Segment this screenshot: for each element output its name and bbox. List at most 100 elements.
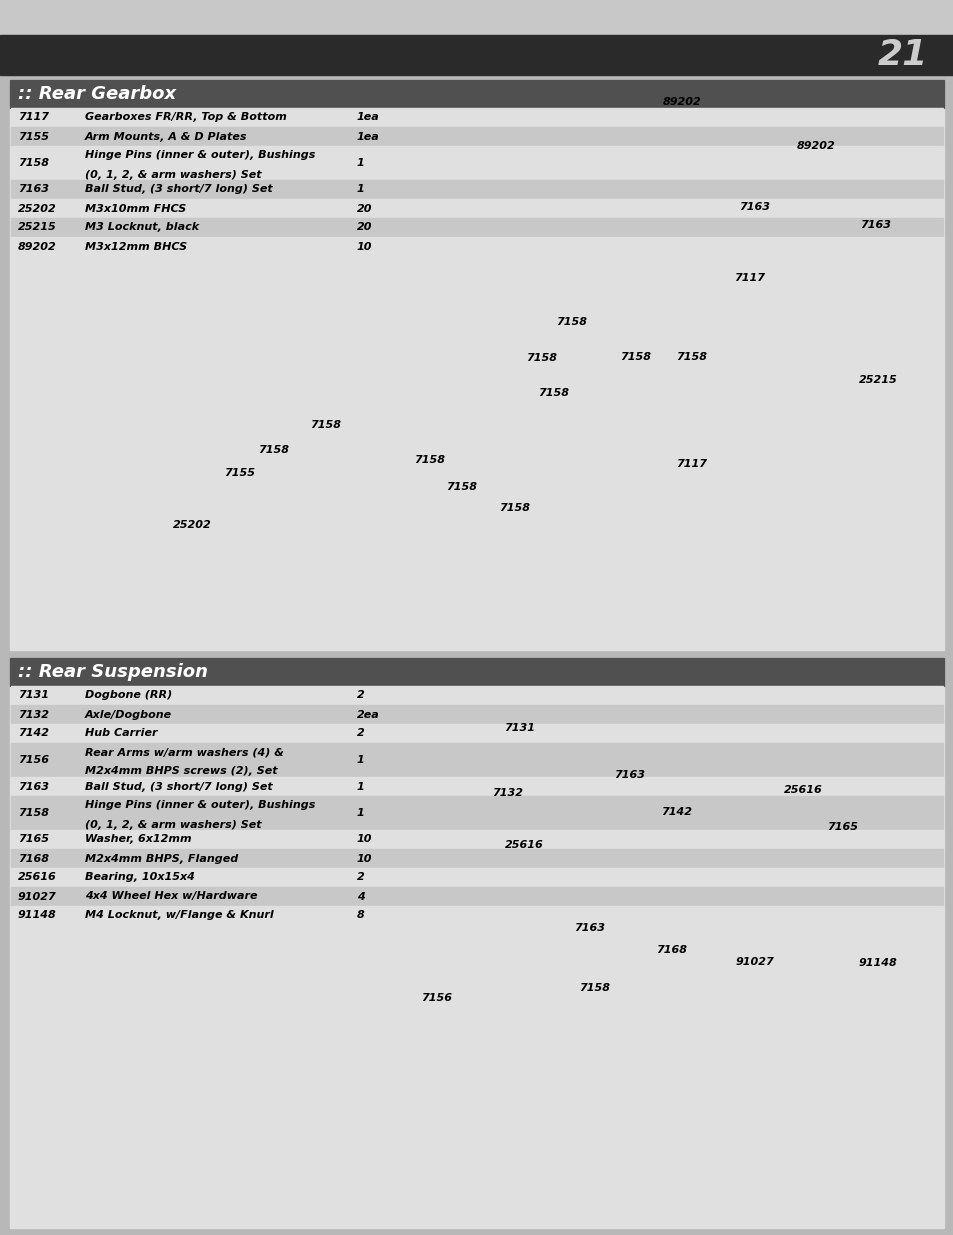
Text: Ball Stud, (3 short/7 long) Set: Ball Stud, (3 short/7 long) Set <box>85 184 273 194</box>
Text: 7158: 7158 <box>18 808 49 818</box>
Text: 7158: 7158 <box>676 352 707 362</box>
Text: Washer, 6x12mm: Washer, 6x12mm <box>85 835 192 845</box>
Bar <box>11 743 942 777</box>
Bar <box>11 777 942 797</box>
Bar <box>11 127 942 146</box>
Bar <box>11 830 942 848</box>
Text: 7163: 7163 <box>18 782 49 792</box>
Bar <box>10 658 943 685</box>
Text: 25202: 25202 <box>172 520 212 530</box>
Text: 1: 1 <box>356 808 364 818</box>
Bar <box>11 868 942 887</box>
Text: Axle/Dogbone: Axle/Dogbone <box>85 709 172 720</box>
Text: M2x4mm BHPS screws (2), Set: M2x4mm BHPS screws (2), Set <box>85 767 277 777</box>
Text: 7168: 7168 <box>656 945 687 955</box>
Text: 7158: 7158 <box>499 503 530 513</box>
Text: 91148: 91148 <box>858 958 897 968</box>
Text: M2x4mm BHPS, Flanged: M2x4mm BHPS, Flanged <box>85 853 238 863</box>
Text: 7156: 7156 <box>421 993 452 1003</box>
Text: 91148: 91148 <box>18 910 56 920</box>
Text: 1: 1 <box>356 755 364 764</box>
Bar <box>11 705 942 724</box>
Text: 7163: 7163 <box>574 923 605 932</box>
Text: Ball Stud, (3 short/7 long) Set: Ball Stud, (3 short/7 long) Set <box>85 782 273 792</box>
Text: 7132: 7132 <box>18 709 49 720</box>
Text: 20: 20 <box>356 222 372 232</box>
Text: 89202: 89202 <box>662 98 700 107</box>
Text: 2: 2 <box>356 690 364 700</box>
Text: :: Rear Suspension: :: Rear Suspension <box>18 663 208 680</box>
Text: Hinge Pins (inner & outer), Bushings: Hinge Pins (inner & outer), Bushings <box>85 800 315 810</box>
Bar <box>11 887 942 906</box>
Text: 7142: 7142 <box>660 806 692 818</box>
Text: 7156: 7156 <box>18 755 49 764</box>
Text: 7155: 7155 <box>18 131 49 142</box>
Text: Hinge Pins (inner & outer), Bushings: Hinge Pins (inner & outer), Bushings <box>85 151 315 161</box>
Text: 25202: 25202 <box>18 204 56 214</box>
Text: 4x4 Wheel Hex w/Hardware: 4x4 Wheel Hex w/Hardware <box>85 892 257 902</box>
Text: 25616: 25616 <box>18 872 56 883</box>
Text: 1ea: 1ea <box>356 131 379 142</box>
Text: 10: 10 <box>356 835 372 845</box>
Bar <box>11 685 942 705</box>
Text: Gearboxes FR/RR, Top & Bottom: Gearboxes FR/RR, Top & Bottom <box>85 112 287 122</box>
Text: 25616: 25616 <box>504 840 543 850</box>
Text: 7142: 7142 <box>18 729 49 739</box>
Text: 7165: 7165 <box>18 835 49 845</box>
Text: 7158: 7158 <box>310 420 341 430</box>
Text: 25215: 25215 <box>858 375 897 385</box>
Bar <box>11 237 942 256</box>
Text: 25616: 25616 <box>782 785 821 795</box>
Text: 10: 10 <box>356 242 372 252</box>
Text: 7163: 7163 <box>18 184 49 194</box>
Bar <box>11 724 942 743</box>
Text: 1: 1 <box>356 782 364 792</box>
Text: 7158: 7158 <box>556 317 587 327</box>
Bar <box>10 80 943 650</box>
Text: 7158: 7158 <box>526 353 557 363</box>
Text: 2: 2 <box>356 729 364 739</box>
Text: 7158: 7158 <box>619 352 651 362</box>
Text: (0, 1, 2, & arm washers) Set: (0, 1, 2, & arm washers) Set <box>85 820 261 830</box>
Text: 7163: 7163 <box>860 220 890 230</box>
Text: 7168: 7168 <box>18 853 49 863</box>
Text: 25215: 25215 <box>18 222 56 232</box>
Text: 1: 1 <box>356 184 364 194</box>
Text: 21: 21 <box>877 38 927 72</box>
Bar <box>11 180 942 199</box>
Text: 20: 20 <box>356 204 372 214</box>
Text: 7131: 7131 <box>18 690 49 700</box>
Text: 7132: 7132 <box>492 788 523 798</box>
Text: 7131: 7131 <box>504 722 535 734</box>
Bar <box>11 848 942 868</box>
Text: 89202: 89202 <box>796 141 835 151</box>
Text: 91027: 91027 <box>18 892 56 902</box>
Text: 8: 8 <box>356 910 364 920</box>
Text: Bearing, 10x15x4: Bearing, 10x15x4 <box>85 872 194 883</box>
Text: Rear Arms w/arm washers (4) &: Rear Arms w/arm washers (4) & <box>85 747 284 757</box>
Text: 7163: 7163 <box>739 203 770 212</box>
Text: 7155: 7155 <box>224 468 255 478</box>
Text: 7158: 7158 <box>578 983 610 993</box>
Text: 10: 10 <box>356 853 372 863</box>
Text: Arm Mounts, A & D Plates: Arm Mounts, A & D Plates <box>85 131 247 142</box>
Bar <box>11 219 942 237</box>
Text: (0, 1, 2, & arm washers) Set: (0, 1, 2, & arm washers) Set <box>85 169 261 179</box>
Text: 7158: 7158 <box>446 482 477 492</box>
Bar <box>11 797 942 830</box>
Text: 2: 2 <box>356 872 364 883</box>
Text: 7163: 7163 <box>614 769 645 781</box>
Text: 7158: 7158 <box>258 445 289 454</box>
Text: Dogbone (RR): Dogbone (RR) <box>85 690 172 700</box>
Text: 7158: 7158 <box>18 158 49 168</box>
Bar <box>11 107 942 127</box>
Bar <box>11 906 942 925</box>
Text: 7158: 7158 <box>414 454 445 466</box>
Text: 91027: 91027 <box>735 957 774 967</box>
Text: 7117: 7117 <box>734 273 764 283</box>
Text: 4: 4 <box>356 892 364 902</box>
Text: 2ea: 2ea <box>356 709 379 720</box>
Text: :: Rear Gearbox: :: Rear Gearbox <box>18 85 176 103</box>
Text: 7158: 7158 <box>537 388 569 398</box>
Text: 7117: 7117 <box>18 112 49 122</box>
